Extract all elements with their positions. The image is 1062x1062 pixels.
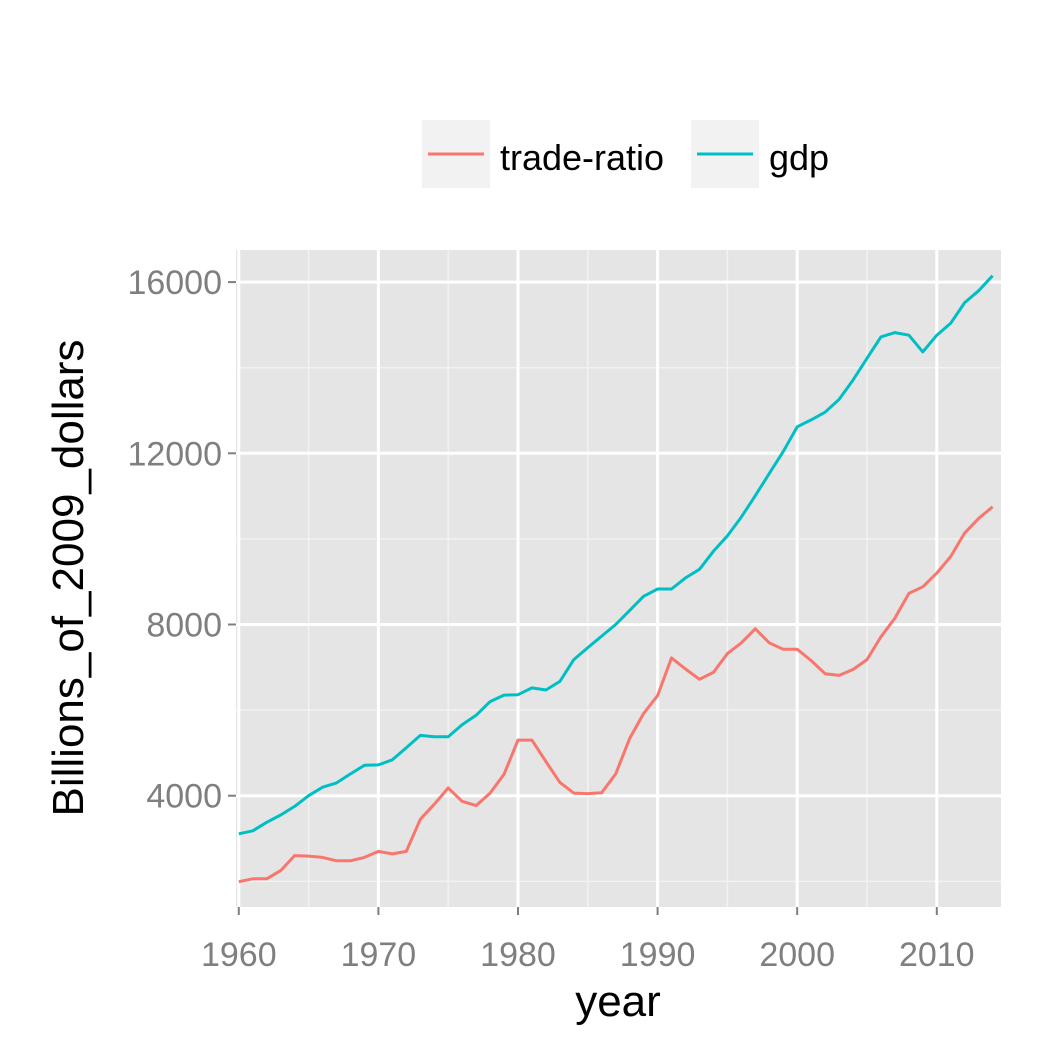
x-tick-label: 2000 [759, 936, 835, 974]
y-tick-label: 4000 [146, 778, 222, 816]
grid-minor [236, 250, 1001, 907]
x-tick-label: 1960 [201, 936, 277, 974]
x-tick-label: 2010 [899, 936, 975, 974]
legend-label-gdp: gdp [769, 137, 829, 178]
legend: trade-ratio gdp [422, 120, 829, 188]
y-tick-label: 8000 [146, 607, 222, 645]
axis-ticks [228, 281, 938, 915]
y-tick-label: 12000 [127, 435, 222, 473]
x-axis-title: year [575, 977, 661, 1026]
series-layer [238, 274, 994, 884]
x-tick-label: 1990 [620, 936, 696, 974]
tick-labels: 1960 1970 1980 1990 2000 2010 4000 8000 12000 160… [127, 264, 974, 974]
grid-major [236, 250, 1001, 907]
x-tick-label: 1970 [341, 936, 417, 974]
legend-label-trade-ratio: trade-ratio [500, 137, 664, 178]
plot-panel [236, 250, 1001, 907]
x-tick-label: 1980 [480, 936, 556, 974]
series-line-trade-ratio [238, 505, 994, 884]
y-axis-title: Billions_of_2009_dollars [44, 340, 93, 817]
series-line-gdp [238, 274, 994, 836]
y-tick-label: 16000 [127, 264, 222, 302]
